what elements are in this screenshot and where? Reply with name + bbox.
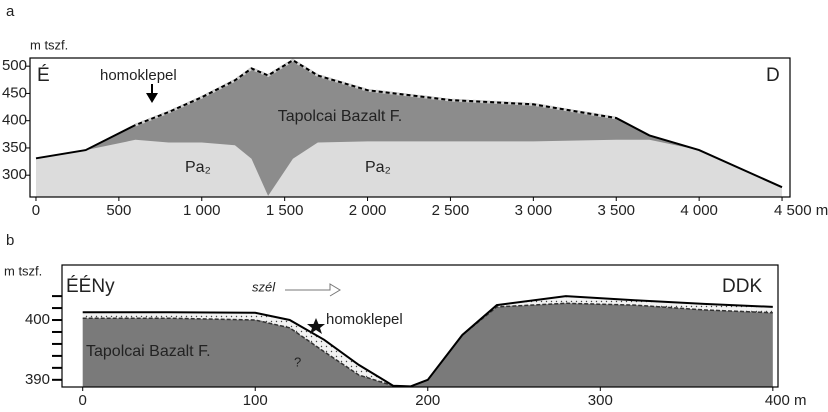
x-tick-label: 200: [415, 392, 440, 409]
y-axis-label: m tszf.: [4, 263, 42, 278]
y-tick-label: 400: [25, 311, 50, 328]
x-tick-label: 0: [79, 392, 87, 409]
direction-label: DDK: [722, 276, 762, 297]
y-tick-label: 350: [2, 139, 27, 156]
y-tick-label: 400: [2, 112, 27, 129]
x-tick-label: 300: [588, 392, 613, 409]
basalt-fill: [36, 60, 782, 196]
frame: [61, 264, 779, 388]
x-tick-label: 3 500: [597, 202, 635, 219]
annotation: homoklepel: [326, 311, 403, 328]
annotation: Pa₂: [185, 159, 211, 176]
x-tick-label: 3 000: [515, 202, 553, 219]
x-tick-label: 400 m: [765, 392, 807, 409]
annotation: homoklepel: [100, 67, 177, 84]
y-axis-label: m tszf.: [30, 37, 68, 52]
x-tick-label: 1 000: [183, 202, 221, 219]
decorations: [146, 84, 341, 334]
x-tick-label: 1 500: [266, 202, 304, 219]
wind-arrow: [285, 283, 341, 297]
x-tick-label: 500: [106, 202, 131, 219]
y-tick-label: 500: [2, 57, 27, 74]
annotation: Pa₂: [365, 159, 391, 176]
x-tick-label: 4 000: [680, 202, 718, 219]
surface-line: [82, 295, 773, 387]
annotation: ?: [294, 354, 301, 369]
annotation: Tapolcai Bazalt F.: [278, 108, 403, 125]
plot-area: [82, 295, 773, 387]
y-tick-label: 300: [2, 166, 27, 183]
frame: [29, 57, 791, 198]
annotation: Tapolcai Bazalt F.: [86, 343, 211, 360]
annotation: szél: [252, 279, 276, 294]
direction-label: É: [37, 65, 50, 86]
direction-label: ÉÉNy: [66, 276, 115, 297]
panel-label: b: [6, 232, 14, 249]
plot-area: [35, 58, 783, 197]
panel-label: a: [6, 3, 15, 20]
star-marker: [307, 318, 325, 334]
sand-cover: [134, 58, 617, 127]
direction-label: D: [766, 65, 780, 86]
y-tick-label: 450: [2, 84, 27, 101]
basalt-fill: [82, 303, 773, 387]
x-tick-label: 100: [243, 392, 268, 409]
x-tick-label: 0: [32, 202, 40, 219]
x-tick-label: 2 000: [349, 202, 387, 219]
y-tick-label: 390: [25, 371, 50, 388]
sand-fill: [82, 296, 773, 387]
x-tick-label: 2 500: [432, 202, 470, 219]
x-tick-label: 4 500 m: [774, 202, 828, 219]
arrow-head: [146, 93, 158, 103]
